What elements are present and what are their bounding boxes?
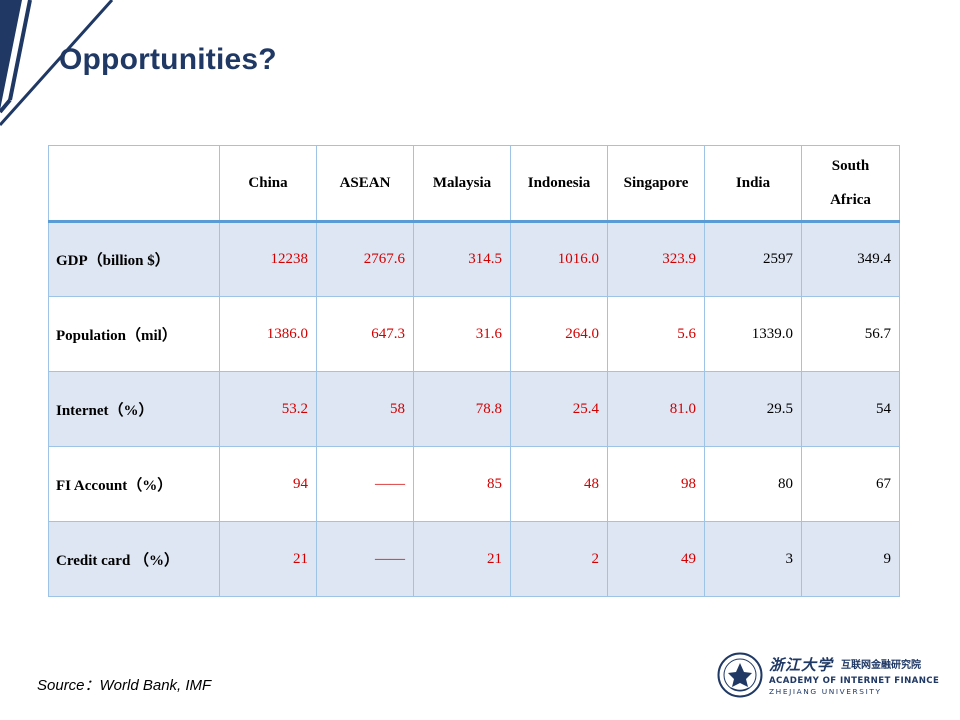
table-cell: 1339.0 xyxy=(704,296,802,372)
comparison-table: China ASEAN Malaysia Indonesia Singapore… xyxy=(48,145,900,597)
table-cell: 94 xyxy=(219,446,317,522)
table-cell: 3 xyxy=(704,521,802,597)
row-label: Credit card （%） xyxy=(48,521,220,597)
row-label: GDP（billion $） xyxy=(48,221,220,297)
table-cell: —— xyxy=(316,521,414,597)
table-cell: 647.3 xyxy=(316,296,414,372)
table-cell: 56.7 xyxy=(801,296,900,372)
logo-university-name-cn: 浙江大学 xyxy=(769,656,834,674)
table-cell: 25.4 xyxy=(510,371,608,447)
table-cell: 54 xyxy=(801,371,900,447)
table-cell: 29.5 xyxy=(704,371,802,447)
row-label: Internet（%） xyxy=(48,371,220,447)
table-cell: 85 xyxy=(413,446,511,522)
column-header: India xyxy=(704,145,802,223)
table-cell: 67 xyxy=(801,446,900,522)
table-cell: —— xyxy=(316,446,414,522)
logo-university-name: ZHEJIANG UNIVERSITY xyxy=(769,687,882,696)
column-header: Malaysia xyxy=(413,145,511,223)
column-header: Singapore xyxy=(607,145,705,223)
table-cell: 323.9 xyxy=(607,221,705,297)
table-cell: 58 xyxy=(316,371,414,447)
table-cell: 31.6 xyxy=(413,296,511,372)
column-header: ASEAN xyxy=(316,145,414,223)
table-cell: 2597 xyxy=(704,221,802,297)
logo-academy-name: ACADEMY OF INTERNET FINANCE xyxy=(769,676,940,686)
source-note: Source：World Bank, IMF xyxy=(37,677,212,694)
slide-title: Opportunities? xyxy=(59,43,277,76)
table-cell: 98 xyxy=(607,446,705,522)
table-row: Credit card （%） 21 —— 21 2 49 3 9 xyxy=(48,521,900,597)
table-cell: 21 xyxy=(413,521,511,597)
table-row: Internet（%） 53.2 58 78.8 25.4 81.0 29.5 … xyxy=(48,371,900,447)
table-header-row: China ASEAN Malaysia Indonesia Singapore… xyxy=(48,145,900,223)
column-header: Indonesia xyxy=(510,145,608,223)
table-cell: 81.0 xyxy=(607,371,705,447)
university-seal-icon xyxy=(717,652,763,698)
table-cell: 78.8 xyxy=(413,371,511,447)
table-cell: 9 xyxy=(801,521,900,597)
table-cell: 1386.0 xyxy=(219,296,317,372)
table-cell: 349.4 xyxy=(801,221,900,297)
table-row: FI Account（%） 94 —— 85 48 98 80 67 xyxy=(48,446,900,522)
table-row: Population（mil） 1386.0 647.3 31.6 264.0 … xyxy=(48,296,900,372)
column-header: South Africa xyxy=(801,145,900,223)
row-label: Population（mil） xyxy=(48,296,220,372)
university-logo: 浙江大学 互联网金融研究院 ACADEMY OF INTERNET FINANC… xyxy=(717,652,940,702)
header-blank-cell xyxy=(48,145,220,223)
table-cell: 2767.6 xyxy=(316,221,414,297)
table-cell: 314.5 xyxy=(413,221,511,297)
table-cell: 21 xyxy=(219,521,317,597)
table-cell: 49 xyxy=(607,521,705,597)
table-cell: 1016.0 xyxy=(510,221,608,297)
table-row: GDP（billion $） 12238 2767.6 314.5 1016.0… xyxy=(48,221,900,297)
table-cell: 2 xyxy=(510,521,608,597)
table-cell: 48 xyxy=(510,446,608,522)
logo-institute-name-cn: 互联网金融研究院 xyxy=(841,660,921,671)
table-cell: 80 xyxy=(704,446,802,522)
table-cell: 5.6 xyxy=(607,296,705,372)
column-header: China xyxy=(219,145,317,223)
table-cell: 264.0 xyxy=(510,296,608,372)
corner-decoration xyxy=(0,0,114,127)
table-cell: 12238 xyxy=(219,221,317,297)
table-cell: 53.2 xyxy=(219,371,317,447)
row-label: FI Account（%） xyxy=(48,446,220,522)
